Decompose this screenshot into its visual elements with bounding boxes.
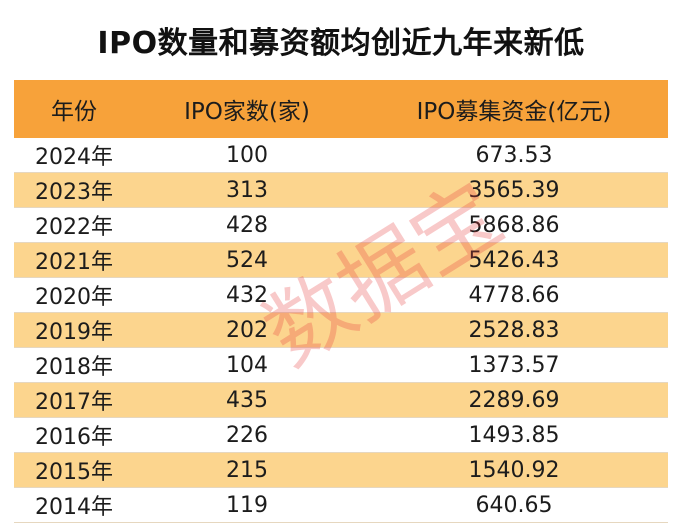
cell-count: 100 <box>134 138 360 173</box>
cell-funds: 673.53 <box>360 138 668 173</box>
cell-year: 2023年 <box>14 172 134 208</box>
header-row: 年份 IPO家数(家) IPO募集资金(亿元) <box>14 80 668 138</box>
table-row: 2020年 432 4778.66 <box>14 277 668 313</box>
table-row: 2015年 215 1540.92 <box>14 452 668 488</box>
cell-funds: 1540.92 <box>360 452 668 488</box>
cell-year: 2019年 <box>14 312 134 348</box>
cell-count: 104 <box>134 347 360 383</box>
table-row: 2016年 226 1493.85 <box>14 417 668 453</box>
table-row: 2018年 104 1373.57 <box>14 347 668 383</box>
cell-funds: 5868.86 <box>360 207 668 243</box>
cell-year: 2014年 <box>14 487 134 523</box>
cell-funds: 5426.43 <box>360 242 668 278</box>
table-row: 2014年 119 640.65 <box>14 487 668 523</box>
cell-year: 2017年 <box>14 382 134 418</box>
cell-count: 313 <box>134 172 360 208</box>
cell-funds: 640.65 <box>360 487 668 523</box>
cell-year: 2024年 <box>14 138 134 173</box>
table-title: IPO数量和募资额均创近九年来新低 <box>97 26 585 61</box>
cell-funds: 4778.66 <box>360 277 668 313</box>
ipo-data-table: 年份 IPO家数(家) IPO募集资金(亿元) 2024年 100 673.53… <box>14 80 668 523</box>
cell-count: 215 <box>134 452 360 488</box>
table-row: 2017年 435 2289.69 <box>14 382 668 418</box>
cell-year: 2018年 <box>14 347 134 383</box>
cell-funds: 1493.85 <box>360 417 668 453</box>
cell-year: 2022年 <box>14 207 134 243</box>
cell-year: 2021年 <box>14 242 134 278</box>
cell-count: 119 <box>134 487 360 523</box>
cell-year: 2020年 <box>14 277 134 313</box>
cell-count: 435 <box>134 382 360 418</box>
table-row: 2024年 100 673.53 <box>14 138 668 173</box>
header-ipo-funds: IPO募集资金(亿元) <box>360 80 668 138</box>
table-row: 2022年 428 5868.86 <box>14 207 668 243</box>
ipo-table-card: IPO数量和募资额均创近九年来新低 年份 IPO家数(家) IPO募集资金(亿元… <box>14 8 668 523</box>
cell-funds: 3565.39 <box>360 172 668 208</box>
cell-count: 428 <box>134 207 360 243</box>
cell-count: 432 <box>134 277 360 313</box>
header-year: 年份 <box>14 80 134 138</box>
table-row: 2019年 202 2528.83 <box>14 312 668 348</box>
table-row: 2021年 524 5426.43 <box>14 242 668 278</box>
table-row: 2023年 313 3565.39 <box>14 172 668 208</box>
cell-count: 524 <box>134 242 360 278</box>
cell-funds: 2289.69 <box>360 382 668 418</box>
cell-funds: 2528.83 <box>360 312 668 348</box>
cell-year: 2016年 <box>14 417 134 453</box>
cell-funds: 1373.57 <box>360 347 668 383</box>
cell-count: 202 <box>134 312 360 348</box>
cell-year: 2015年 <box>14 452 134 488</box>
header-ipo-count: IPO家数(家) <box>134 80 360 138</box>
cell-count: 226 <box>134 417 360 453</box>
